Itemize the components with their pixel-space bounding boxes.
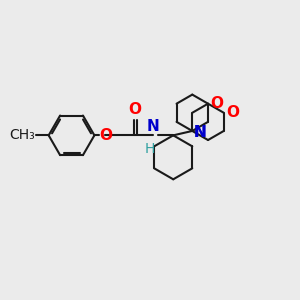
Text: CH₃: CH₃ bbox=[9, 128, 35, 142]
Text: N: N bbox=[194, 124, 206, 140]
Text: O: O bbox=[227, 105, 240, 120]
Text: O: O bbox=[129, 102, 142, 117]
Text: N: N bbox=[194, 124, 206, 140]
Text: N: N bbox=[147, 119, 160, 134]
Text: H: H bbox=[145, 142, 155, 156]
Text: O: O bbox=[99, 128, 112, 143]
Text: O: O bbox=[210, 96, 224, 111]
